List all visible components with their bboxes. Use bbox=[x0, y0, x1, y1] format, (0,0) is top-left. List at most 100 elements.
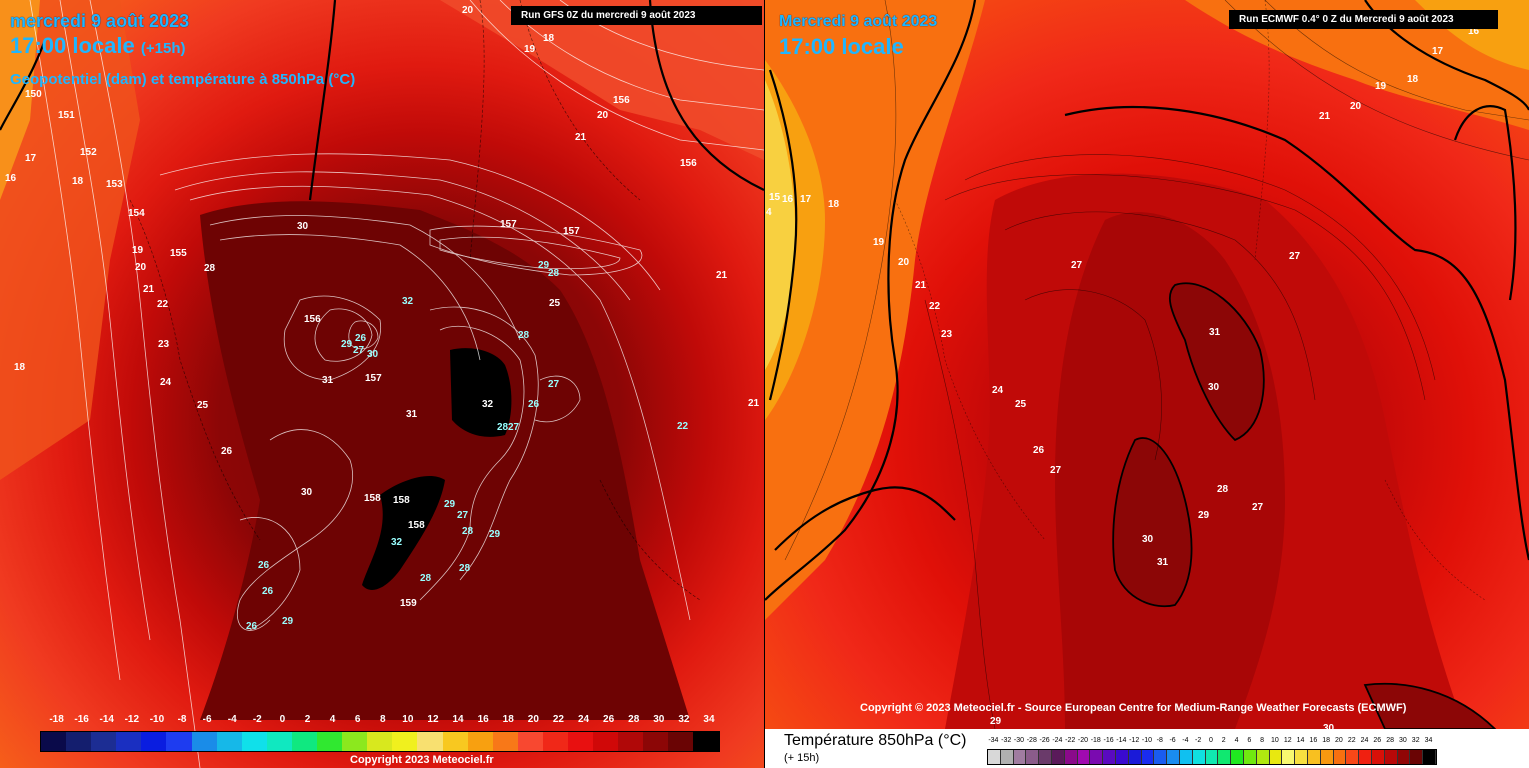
gfs-label: 28 bbox=[518, 330, 530, 341]
ecmwf-label: 19 bbox=[1375, 81, 1387, 92]
gfs-atlantic-zone bbox=[0, 0, 140, 480]
gfs-scale-label: 20 bbox=[527, 714, 539, 725]
ecmwf-scale-swatch bbox=[1256, 750, 1270, 764]
gfs-scale-label: 6 bbox=[354, 714, 361, 725]
ecmwf-panel: 4 15 16 17 18 19 20 21 22 23 24 25 26 27… bbox=[765, 0, 1529, 768]
ecmwf-scale-label: -2 bbox=[1195, 737, 1202, 744]
ecmwf-scale-labels: -34 -32 -30 -28 -26 -24 -22 -20 -18 -16 -14 -12 -10-… bbox=[987, 737, 1435, 744]
gfs-label: 154 bbox=[128, 208, 145, 219]
ecmwf-label: 27 bbox=[1050, 465, 1062, 476]
gfs-34-zone-south bbox=[362, 475, 445, 590]
ecmwf-color-scale bbox=[987, 749, 1437, 765]
gfs-scale-label: -2 bbox=[252, 714, 262, 725]
gfs-scale-label: -8 bbox=[177, 714, 187, 725]
ecmwf-scale-label: -28 bbox=[1026, 737, 1037, 744]
ecmwf-scale-swatch bbox=[1103, 750, 1116, 764]
gfs-label: 26 bbox=[221, 446, 233, 457]
ecmwf-label: 15 bbox=[769, 192, 781, 203]
ecmwf-copyright: Copyright © 2023 Meteociel.fr - Source E… bbox=[860, 702, 1407, 714]
gfs-label: 156 bbox=[613, 95, 630, 106]
ecmwf-label: 29 bbox=[990, 716, 1002, 727]
gfs-label: 28 bbox=[497, 422, 509, 433]
gfs-label: 26 bbox=[355, 333, 367, 344]
ecmwf-scale-swatch bbox=[1064, 750, 1078, 764]
ecmwf-scale-label: -4 bbox=[1182, 737, 1189, 744]
ecmwf-label: 30 bbox=[1323, 723, 1335, 729]
gfs-label: 22 bbox=[157, 299, 169, 310]
ecmwf-scale-swatch bbox=[1154, 750, 1168, 764]
ecmwf-scale-label: 22 bbox=[1347, 737, 1356, 744]
gfs-label: 27 bbox=[353, 345, 365, 356]
gfs-contour-labels: 20 18 19 156 20 21 156 150 151 152 153 1… bbox=[5, 5, 760, 632]
ecmwf-label: 16 bbox=[1468, 26, 1480, 37]
ecmwf-scale-swatch bbox=[1205, 750, 1219, 764]
gfs-label: 157 bbox=[500, 219, 517, 230]
gfs-label: 30 bbox=[367, 349, 379, 360]
ecmwf-label: 22 bbox=[929, 301, 941, 312]
gfs-hot-core bbox=[200, 201, 690, 720]
ecmwf-temperature-map: 4 15 16 17 18 19 20 21 22 23 24 25 26 27… bbox=[765, 0, 1529, 729]
gfs-label: 31 bbox=[406, 409, 418, 420]
ecmwf-scale-swatch bbox=[1384, 750, 1398, 764]
ecmwf-scale-label: 2 bbox=[1221, 737, 1226, 744]
ecmwf-scale-label: -32 bbox=[1001, 737, 1012, 744]
gfs-scale-swatch bbox=[442, 732, 468, 751]
gfs-label: 155 bbox=[170, 248, 187, 259]
gfs-label: 19 bbox=[132, 245, 144, 256]
ecmwf-label: 20 bbox=[1350, 101, 1362, 112]
ecmwf-scale-swatch bbox=[1320, 750, 1334, 764]
gfs-label: 26 bbox=[528, 399, 540, 410]
gfs-scale-swatch bbox=[266, 732, 292, 751]
gfs-isotherms bbox=[29, 0, 764, 768]
ecmwf-label: 31 bbox=[1209, 327, 1221, 338]
ecmwf-scale-swatch bbox=[1359, 750, 1372, 764]
gfs-label: 28 bbox=[548, 268, 560, 279]
ecmwf-scale-label: 34 bbox=[1424, 737, 1433, 744]
ecmwf-scale-swatch bbox=[1410, 750, 1424, 764]
gfs-scale-label: 30 bbox=[653, 714, 665, 725]
ecmwf-label: 30 bbox=[1208, 382, 1220, 393]
ecmwf-label: 4 bbox=[766, 207, 772, 218]
gfs-scale-label: 34 bbox=[703, 714, 715, 725]
gfs-scale-label: -16 bbox=[74, 714, 89, 725]
gfs-label: 18 bbox=[543, 33, 555, 44]
ecmwf-label: 23 bbox=[941, 329, 953, 340]
ecmwf-scale-label: -22 bbox=[1065, 737, 1076, 744]
ecmwf-scale-label: 4 bbox=[1234, 737, 1239, 744]
ecmwf-atlantic-zone bbox=[765, 0, 985, 620]
gfs-scale-label: -10 bbox=[149, 714, 165, 725]
ecmwf-scale-label: 12 bbox=[1283, 737, 1292, 744]
gfs-scale-swatch bbox=[392, 732, 418, 751]
gfs-scale-swatch bbox=[668, 732, 694, 751]
ecmwf-scale-label: 28 bbox=[1386, 737, 1394, 744]
ecmwf-scale-label: -18 bbox=[1090, 737, 1101, 744]
ecmwf-scale-label: 6 bbox=[1247, 737, 1252, 744]
gfs-scale-label: 12 bbox=[427, 714, 439, 725]
gfs-scale-swatch bbox=[342, 732, 368, 751]
gfs-label: 23 bbox=[158, 339, 170, 350]
gfs-scale-label: -4 bbox=[227, 714, 237, 725]
ecmwf-north-zone bbox=[1185, 0, 1529, 130]
gfs-label: 27 bbox=[508, 422, 520, 433]
ecmwf-label: 27 bbox=[1071, 260, 1083, 271]
gfs-scale-label: 28 bbox=[628, 714, 640, 725]
gfs-label: 29 bbox=[341, 339, 353, 350]
ecmwf-scale-swatch bbox=[1039, 750, 1052, 764]
ecmwf-label: 18 bbox=[1407, 74, 1419, 85]
gfs-scale-labels: -18 -16 -14 -12 -10 -8 -6 -4 -2 0 2 4 6 8 10 12 14 16 18 20… bbox=[44, 714, 722, 725]
ecmwf-31-zone-north bbox=[1168, 282, 1265, 442]
ecmwf-scale-swatch bbox=[1371, 750, 1385, 764]
gfs-scale-swatch bbox=[367, 732, 393, 751]
ecmwf-label: 16 bbox=[782, 194, 794, 205]
gfs-label: 25 bbox=[549, 298, 561, 309]
gfs-label: 27 bbox=[548, 379, 560, 390]
gfs-label: 30 bbox=[301, 487, 313, 498]
gfs-label: 18 bbox=[14, 362, 26, 373]
gfs-scale-label: 0 bbox=[279, 714, 286, 725]
gfs-scale-swatch bbox=[216, 732, 242, 751]
gfs-scale-swatch bbox=[542, 732, 568, 751]
ecmwf-label: 31 bbox=[1157, 557, 1169, 568]
ecmwf-scale-swatch bbox=[1269, 750, 1283, 764]
ecmwf-scale-swatch bbox=[1115, 750, 1129, 764]
ecmwf-scale-swatch bbox=[1128, 750, 1142, 764]
